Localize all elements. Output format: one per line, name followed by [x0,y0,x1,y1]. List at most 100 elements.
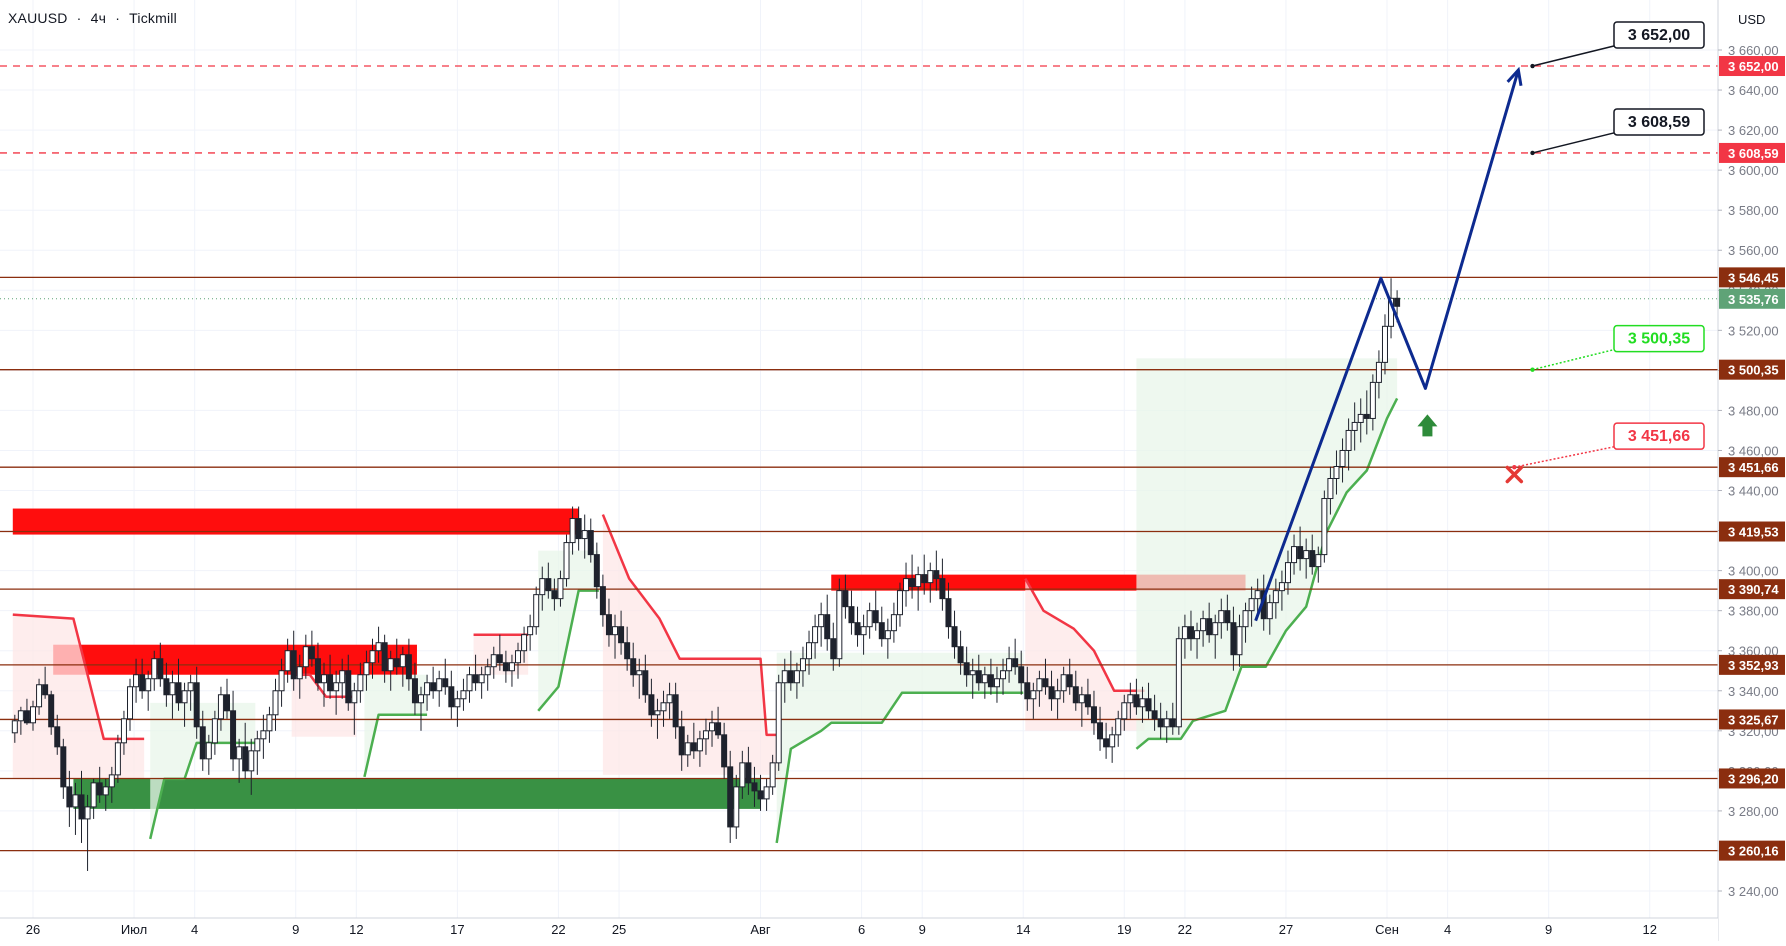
candle-up [460,690,467,700]
candle-down [878,622,885,640]
forecast-path[interactable] [1254,66,1523,622]
candle-up [254,738,261,752]
candle-up [915,574,922,588]
level-price-label-bg [1719,457,1785,478]
candle-up [363,662,370,676]
candle-down [66,786,73,808]
candle-up [296,666,303,680]
candle-down [1151,710,1158,720]
candle-up [1321,498,1328,556]
candle-up [1175,638,1182,728]
candle-up [1054,690,1061,700]
candle-up [1200,618,1207,632]
candle-down [830,638,837,660]
stop-cross-icon[interactable] [1505,465,1524,484]
candle-down [909,578,916,588]
price-tick-label: 3 600,00 [1728,163,1779,178]
candle-down [23,710,30,724]
target-price-label-bg [1719,56,1785,77]
candle-up [812,626,819,644]
level-price-label: 3 419,53 [1728,525,1779,540]
candle-up [1078,694,1085,704]
candle-up [84,806,91,820]
level-price-label: 3 390,74 [1728,582,1779,597]
time-tick-label: Июл [121,922,147,937]
candle-up [1351,421,1358,431]
candle-down [442,678,449,688]
candle-down [630,658,637,676]
candle-up [527,626,534,636]
supertrend [12,358,1399,844]
candle-up [539,578,546,596]
candle-up [666,694,673,704]
time-axis[interactable]: 26 Июл 4 9 12 17 22 25 Авг 6 9 14 19 22 27 Сен 4 9 12 [0,917,1718,941]
callout-leader [1532,130,1623,154]
callout-anchor [1512,464,1517,470]
buy-arrow-icon[interactable] [1417,414,1438,437]
candle-down [1012,658,1019,668]
candle-up [114,742,121,776]
currency-label[interactable]: USD [1738,12,1765,27]
callout-box[interactable] [1613,422,1705,450]
candle-down [593,554,600,588]
candle-down [1187,626,1194,640]
candle-up [266,714,273,732]
candle-up [684,742,691,756]
callouts[interactable]: 3 652,00 3 608,59 3 500,35 3 451,66 [1512,21,1705,470]
candle-up [90,782,97,808]
supertrend-resistance-line [1024,578,1145,693]
candle-up [1266,602,1273,620]
candle-down [1363,413,1370,419]
candle-down [551,590,558,600]
candle-up [1000,670,1007,680]
candle-up [1339,449,1346,467]
resistance-zone [53,644,417,675]
candle-down [715,722,722,736]
level-price-label-bg [1719,267,1785,288]
candle-down [1097,722,1104,740]
time-tick-label: 9 [919,922,926,937]
candle-up [1381,325,1388,363]
candle-up [1333,465,1340,480]
callout-box[interactable] [1613,324,1705,353]
candle-up [636,670,643,676]
candle-up [799,658,806,672]
candle-down [48,694,55,728]
title-separator: · [115,10,121,26]
candle-up [145,678,152,692]
broker-label: Tickmill [129,10,177,26]
callout-box[interactable] [1613,21,1705,49]
supertrend-support-line [1135,397,1399,750]
candle-up [102,786,109,796]
level-price-label: 3 500,35 [1728,363,1779,378]
time-axis-bg [0,918,1718,941]
candle-down [642,670,649,696]
candle-up [563,542,570,580]
candle-up [211,718,218,744]
symbol-title[interactable]: XAUUSD · 4ч · Tickmill [8,10,177,26]
candle-down [1133,694,1140,708]
candle-up [981,674,988,684]
candle-up [1303,550,1310,560]
callout-box[interactable] [1613,108,1705,136]
candle-down [502,662,509,672]
price-tick-label: 3 580,00 [1728,203,1779,218]
candle-down [757,790,764,800]
candle-up [133,674,140,688]
candle-up [818,614,825,628]
forecast-line[interactable] [1254,69,1520,622]
candle-up [11,720,18,734]
price-tick-label: 3 460,00 [1728,443,1779,458]
candle-up [1272,590,1279,604]
candle-down [78,794,85,820]
horizontal-levels[interactable] [0,65,1718,852]
candle-up [169,682,176,696]
signals[interactable] [1417,414,1524,484]
price-tick-label: 3 380,00 [1728,604,1779,619]
candle-down [1024,682,1031,700]
candle-down [327,674,334,692]
time-tick-label: 27 [1279,922,1293,937]
candle-down [1224,610,1231,624]
